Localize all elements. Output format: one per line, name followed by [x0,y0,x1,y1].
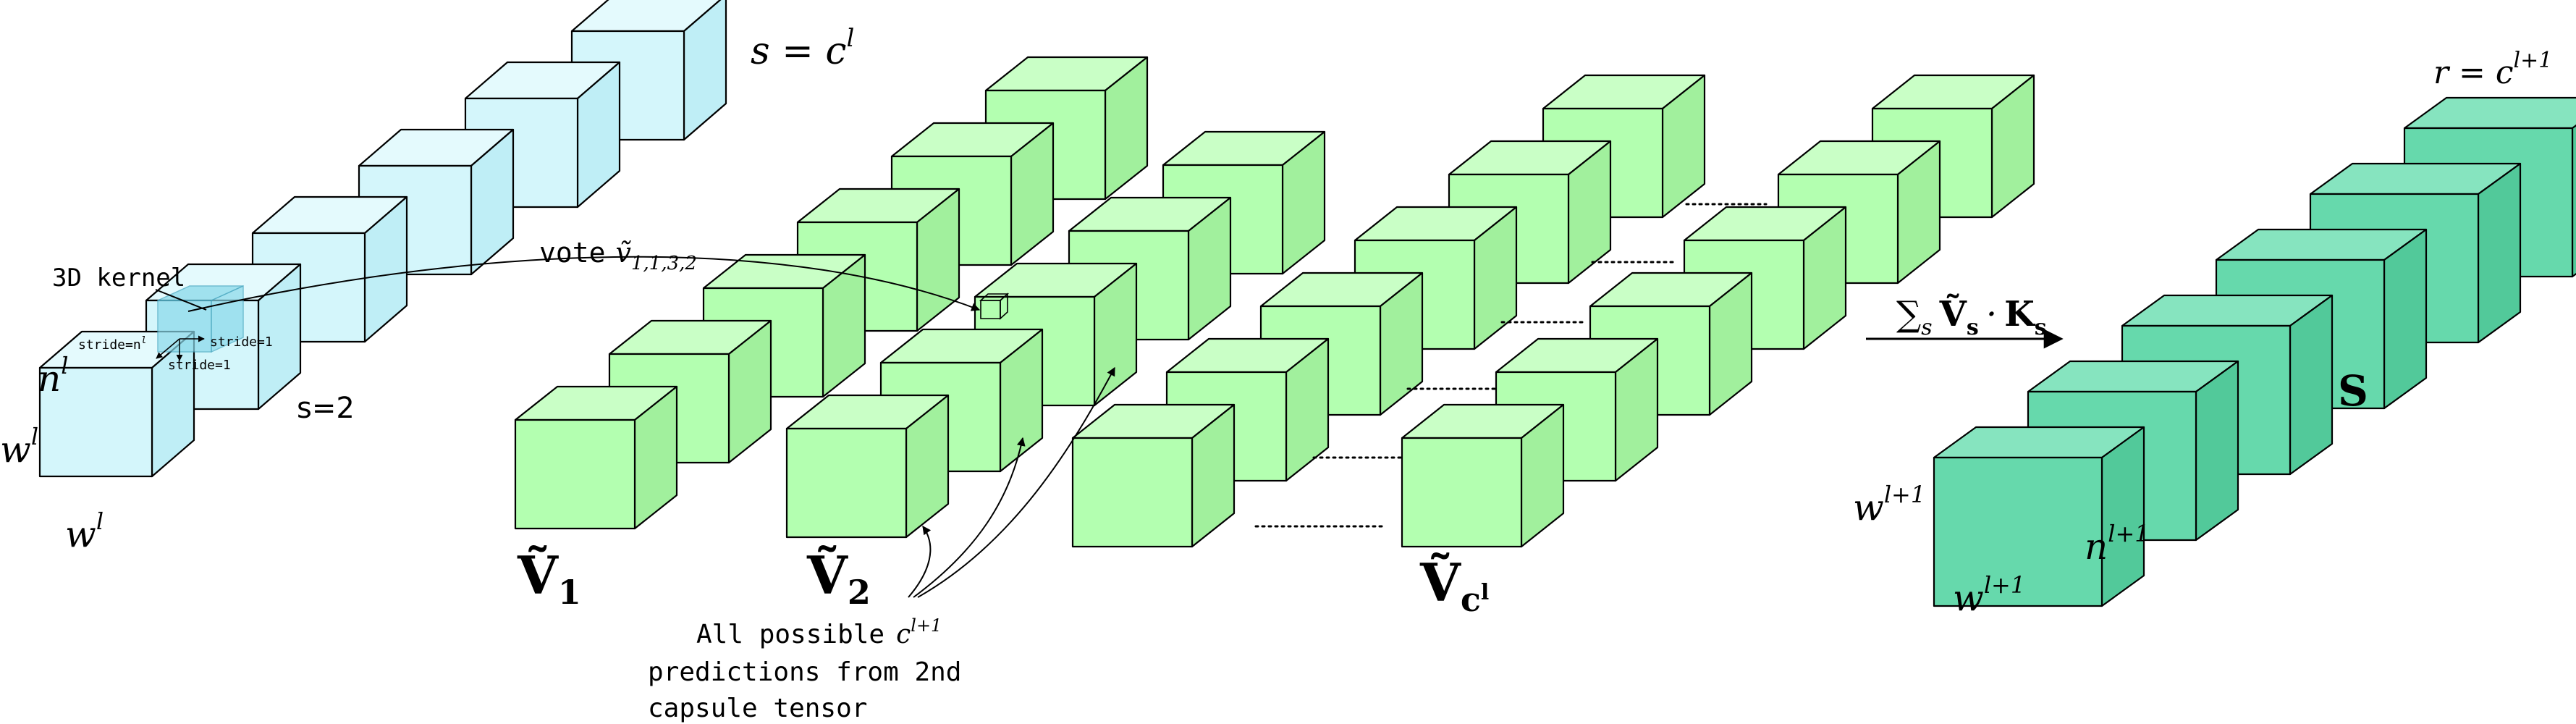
input-w-bottom-label: wl [65,508,104,555]
vote-group-2-cube-1 [787,395,948,537]
input-w-left-label: wl [0,423,38,471]
vote-group-4-cube-1-front [1402,438,1521,547]
output-cube-2-side [2196,361,2238,540]
vote-group-4-cube-1 [1402,405,1563,547]
v1-label: Ṽ1 [517,544,581,612]
kernel-label: 3D kernel [52,264,185,292]
operation-label: ∑s Ṽs · Ks [1896,292,2047,340]
output-w-left-label: wl+1 [1853,481,1925,529]
output-cube-4-side [2384,230,2426,408]
vote-group-2-cube-1-front [787,429,906,537]
vote-group-1-cube-1 [515,387,677,529]
vote-group-3-cube-1 [1073,405,1234,547]
vote-label: vote ṽ1,1,3,2 [539,237,697,274]
caption-line-2: predictions from 2nd [648,657,961,687]
output-w-bottom-label: wl+1 [1953,571,2025,619]
stride-1-label-v: stride=1 [168,358,231,373]
output-s-label: S [2338,366,2368,416]
output-cube-6-top [2404,98,2576,128]
caption-line-3: capsule tensor [648,694,867,723]
stride-n-label: stride=nl [78,335,147,353]
output-cube-3-side [2290,295,2332,474]
stride-1-label-h: stride=1 [210,334,273,350]
caption-line-1: All possible cl+1 [696,615,942,649]
vote-group-1-cube-1-front [515,420,635,529]
input-s2-label: s=2 [297,392,355,425]
input-s-label: s = cl [751,24,854,73]
vc-label: Ṽcl [1419,552,1489,619]
v2-label: Ṽ2 [806,544,871,612]
output-r-label: r = cl+1 [2433,48,2552,91]
output-cube-5-side [2478,164,2520,342]
output-cube-1-side [2102,427,2144,606]
vote-group-3-cube-1-front [1073,438,1192,547]
